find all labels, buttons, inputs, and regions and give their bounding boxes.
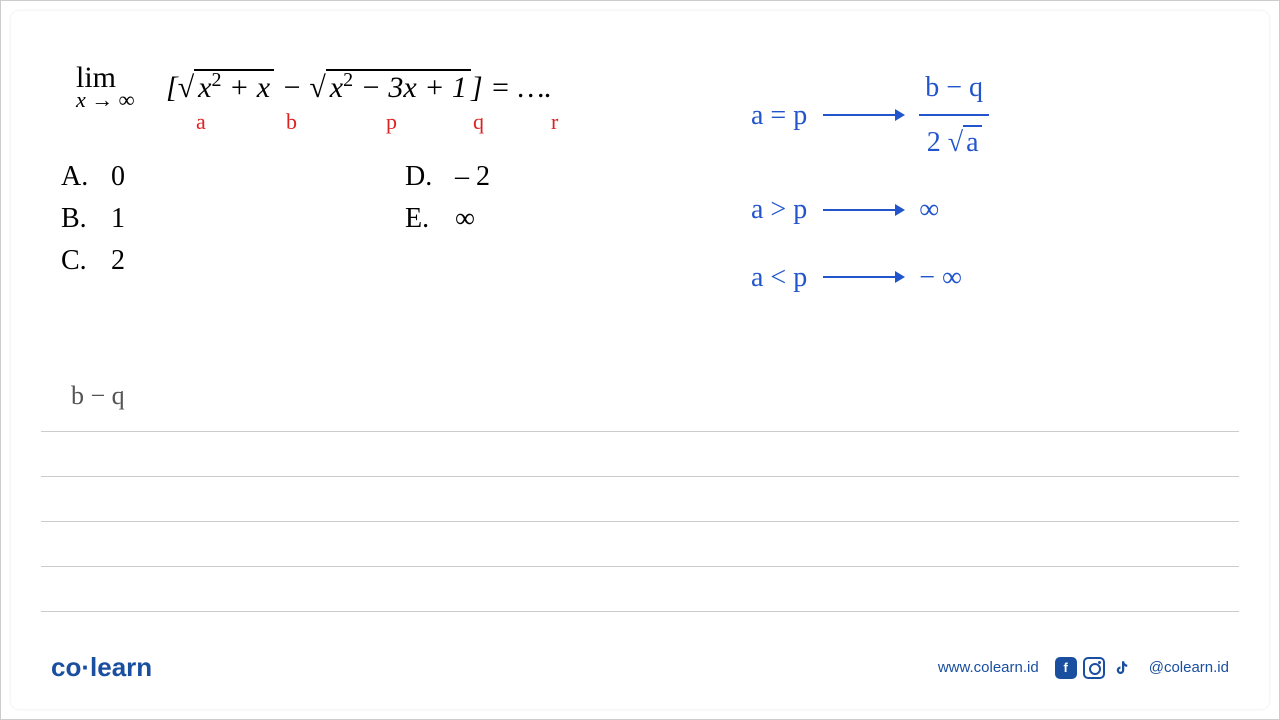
arrow-icon <box>823 114 903 116</box>
red-label-a: a <box>196 109 206 135</box>
sqrt1-content: x2 + x <box>194 69 274 104</box>
limit-expression: lim x → ∞ [√x2 + x − √x2 − 3x + 1] = …. … <box>61 61 751 141</box>
red-label-p: p <box>386 109 397 135</box>
option-d: D. – 2 <box>405 161 490 193</box>
working-line1: b − q <box>71 381 125 410</box>
footer-handle: @colearn.id <box>1149 659 1229 676</box>
option-c: C. 2 <box>61 245 125 277</box>
close-equals: ] = …. <box>471 71 552 104</box>
option-b: B. 1 <box>61 203 125 235</box>
sqrt-sign-2: √ <box>309 71 325 104</box>
footer: co·learn www.colearn.id f @colearn.id <box>51 652 1229 683</box>
note-case-less: a < p − ∞ <box>751 251 1219 304</box>
note-case-greater: a > p ∞ <box>751 183 1219 236</box>
option-a: A. 0 <box>61 161 125 193</box>
option-e: E. ∞ <box>405 203 475 235</box>
answer-options: A. 0 D. – 2 B. 1 E. ∞ <box>61 161 751 277</box>
facebook-icon: f <box>1055 657 1077 679</box>
tiktok-icon <box>1111 657 1133 679</box>
red-label-b: b <box>286 109 297 135</box>
arrow-icon <box>823 276 903 278</box>
footer-url: www.colearn.id <box>938 659 1039 676</box>
ruled-lines <box>41 431 1239 656</box>
logo: co·learn <box>51 652 152 683</box>
working-area: b − q <box>71 381 125 411</box>
note-case-equal: a = p b − q 2 √a <box>751 61 1219 169</box>
instagram-icon <box>1083 657 1105 679</box>
minus-op: − <box>274 71 309 104</box>
red-label-q: q <box>473 109 484 135</box>
sqrt-sign-1: √ <box>178 71 194 104</box>
arrow-icon <box>823 209 903 211</box>
handwritten-notes: a = p b − q 2 √a a > p ∞ a < p <box>751 61 1219 318</box>
open-bracket: [ <box>166 71 178 104</box>
lim-subscript: x → ∞ <box>76 87 134 113</box>
red-label-r: r <box>551 109 558 135</box>
sqrt2-content: x2 − 3x + 1 <box>326 69 471 104</box>
